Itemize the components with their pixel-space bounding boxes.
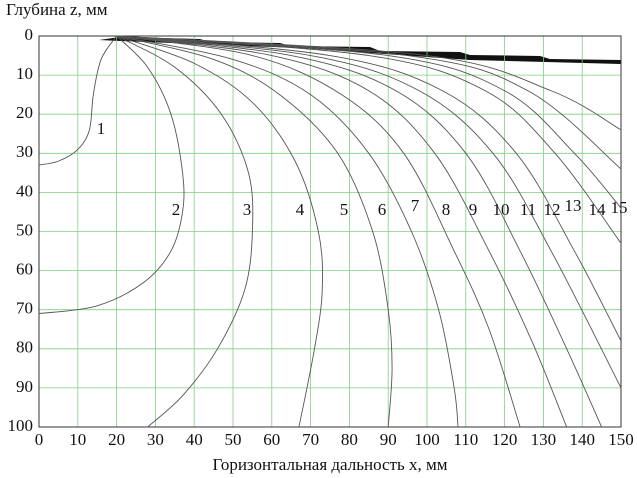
ray-curve bbox=[116, 35, 568, 428]
curve-label: 2 bbox=[172, 200, 181, 219]
x-tick-label: 120 bbox=[492, 430, 518, 449]
ray-curve bbox=[116, 35, 323, 428]
y-tick-label: 90 bbox=[16, 377, 33, 396]
ray-curve bbox=[116, 35, 622, 342]
y-tick-label: 0 bbox=[25, 25, 34, 44]
x-tick-label: 140 bbox=[569, 430, 595, 449]
curve-label: 11 bbox=[520, 200, 536, 219]
curve-label: 4 bbox=[296, 200, 305, 219]
x-tick-label: 50 bbox=[225, 430, 242, 449]
x-tick-label: 90 bbox=[380, 430, 397, 449]
x-tick-label: 110 bbox=[453, 430, 478, 449]
ray-curve bbox=[116, 35, 622, 389]
x-tick-label: 40 bbox=[186, 430, 203, 449]
ray-curve bbox=[116, 35, 254, 428]
curve-label: 6 bbox=[378, 200, 387, 219]
x-tick-label: 70 bbox=[302, 430, 319, 449]
curve-label: 1 bbox=[97, 119, 106, 138]
y-tick-label: 50 bbox=[16, 220, 33, 239]
curve-label: 9 bbox=[469, 200, 478, 219]
y-tick-label: 10 bbox=[16, 64, 33, 83]
ray-curve bbox=[116, 35, 603, 428]
x-tick-label: 60 bbox=[263, 430, 280, 449]
curve-label: 13 bbox=[565, 196, 582, 215]
ray-curve bbox=[116, 35, 622, 131]
x-tick-label: 20 bbox=[108, 430, 125, 449]
curve-label: 10 bbox=[493, 200, 510, 219]
y-tick-label: 70 bbox=[16, 299, 33, 318]
ray-curve bbox=[38, 35, 117, 166]
y-tick-label: 80 bbox=[16, 338, 33, 357]
curve-label: 7 bbox=[411, 196, 420, 215]
plot-frame bbox=[38, 35, 622, 428]
x-tick-label: 30 bbox=[147, 430, 164, 449]
curve-label: 15 bbox=[611, 198, 628, 217]
y-tick-label: 100 bbox=[8, 416, 34, 435]
curve-label: 8 bbox=[442, 200, 451, 219]
ray-curve bbox=[38, 35, 185, 315]
x-axis-label: Горизонтальная дальность x, мм bbox=[212, 455, 447, 474]
x-tick-label: 130 bbox=[531, 430, 557, 449]
x-tick-label: 0 bbox=[35, 430, 44, 449]
ray-curve bbox=[116, 35, 459, 428]
curve-label: 12 bbox=[544, 200, 561, 219]
curve-label: 5 bbox=[340, 200, 349, 219]
ray-curve bbox=[116, 35, 393, 428]
x-tick-label: 100 bbox=[414, 430, 440, 449]
y-axis-label: Глубина z, мм bbox=[6, 0, 108, 19]
y-tick-label: 60 bbox=[16, 260, 33, 279]
curve-label: 3 bbox=[243, 200, 252, 219]
ray-curve bbox=[116, 35, 521, 428]
ray-curve bbox=[116, 35, 622, 209]
curve-label: 14 bbox=[589, 200, 607, 219]
x-tick-label: 10 bbox=[69, 430, 86, 449]
x-tick-label: 150 bbox=[608, 430, 634, 449]
y-tick-label: 30 bbox=[16, 142, 33, 161]
y-tick-label: 20 bbox=[16, 103, 33, 122]
ray-curve bbox=[116, 35, 622, 244]
y-tick-label: 40 bbox=[16, 181, 33, 200]
x-tick-label: 80 bbox=[341, 430, 358, 449]
